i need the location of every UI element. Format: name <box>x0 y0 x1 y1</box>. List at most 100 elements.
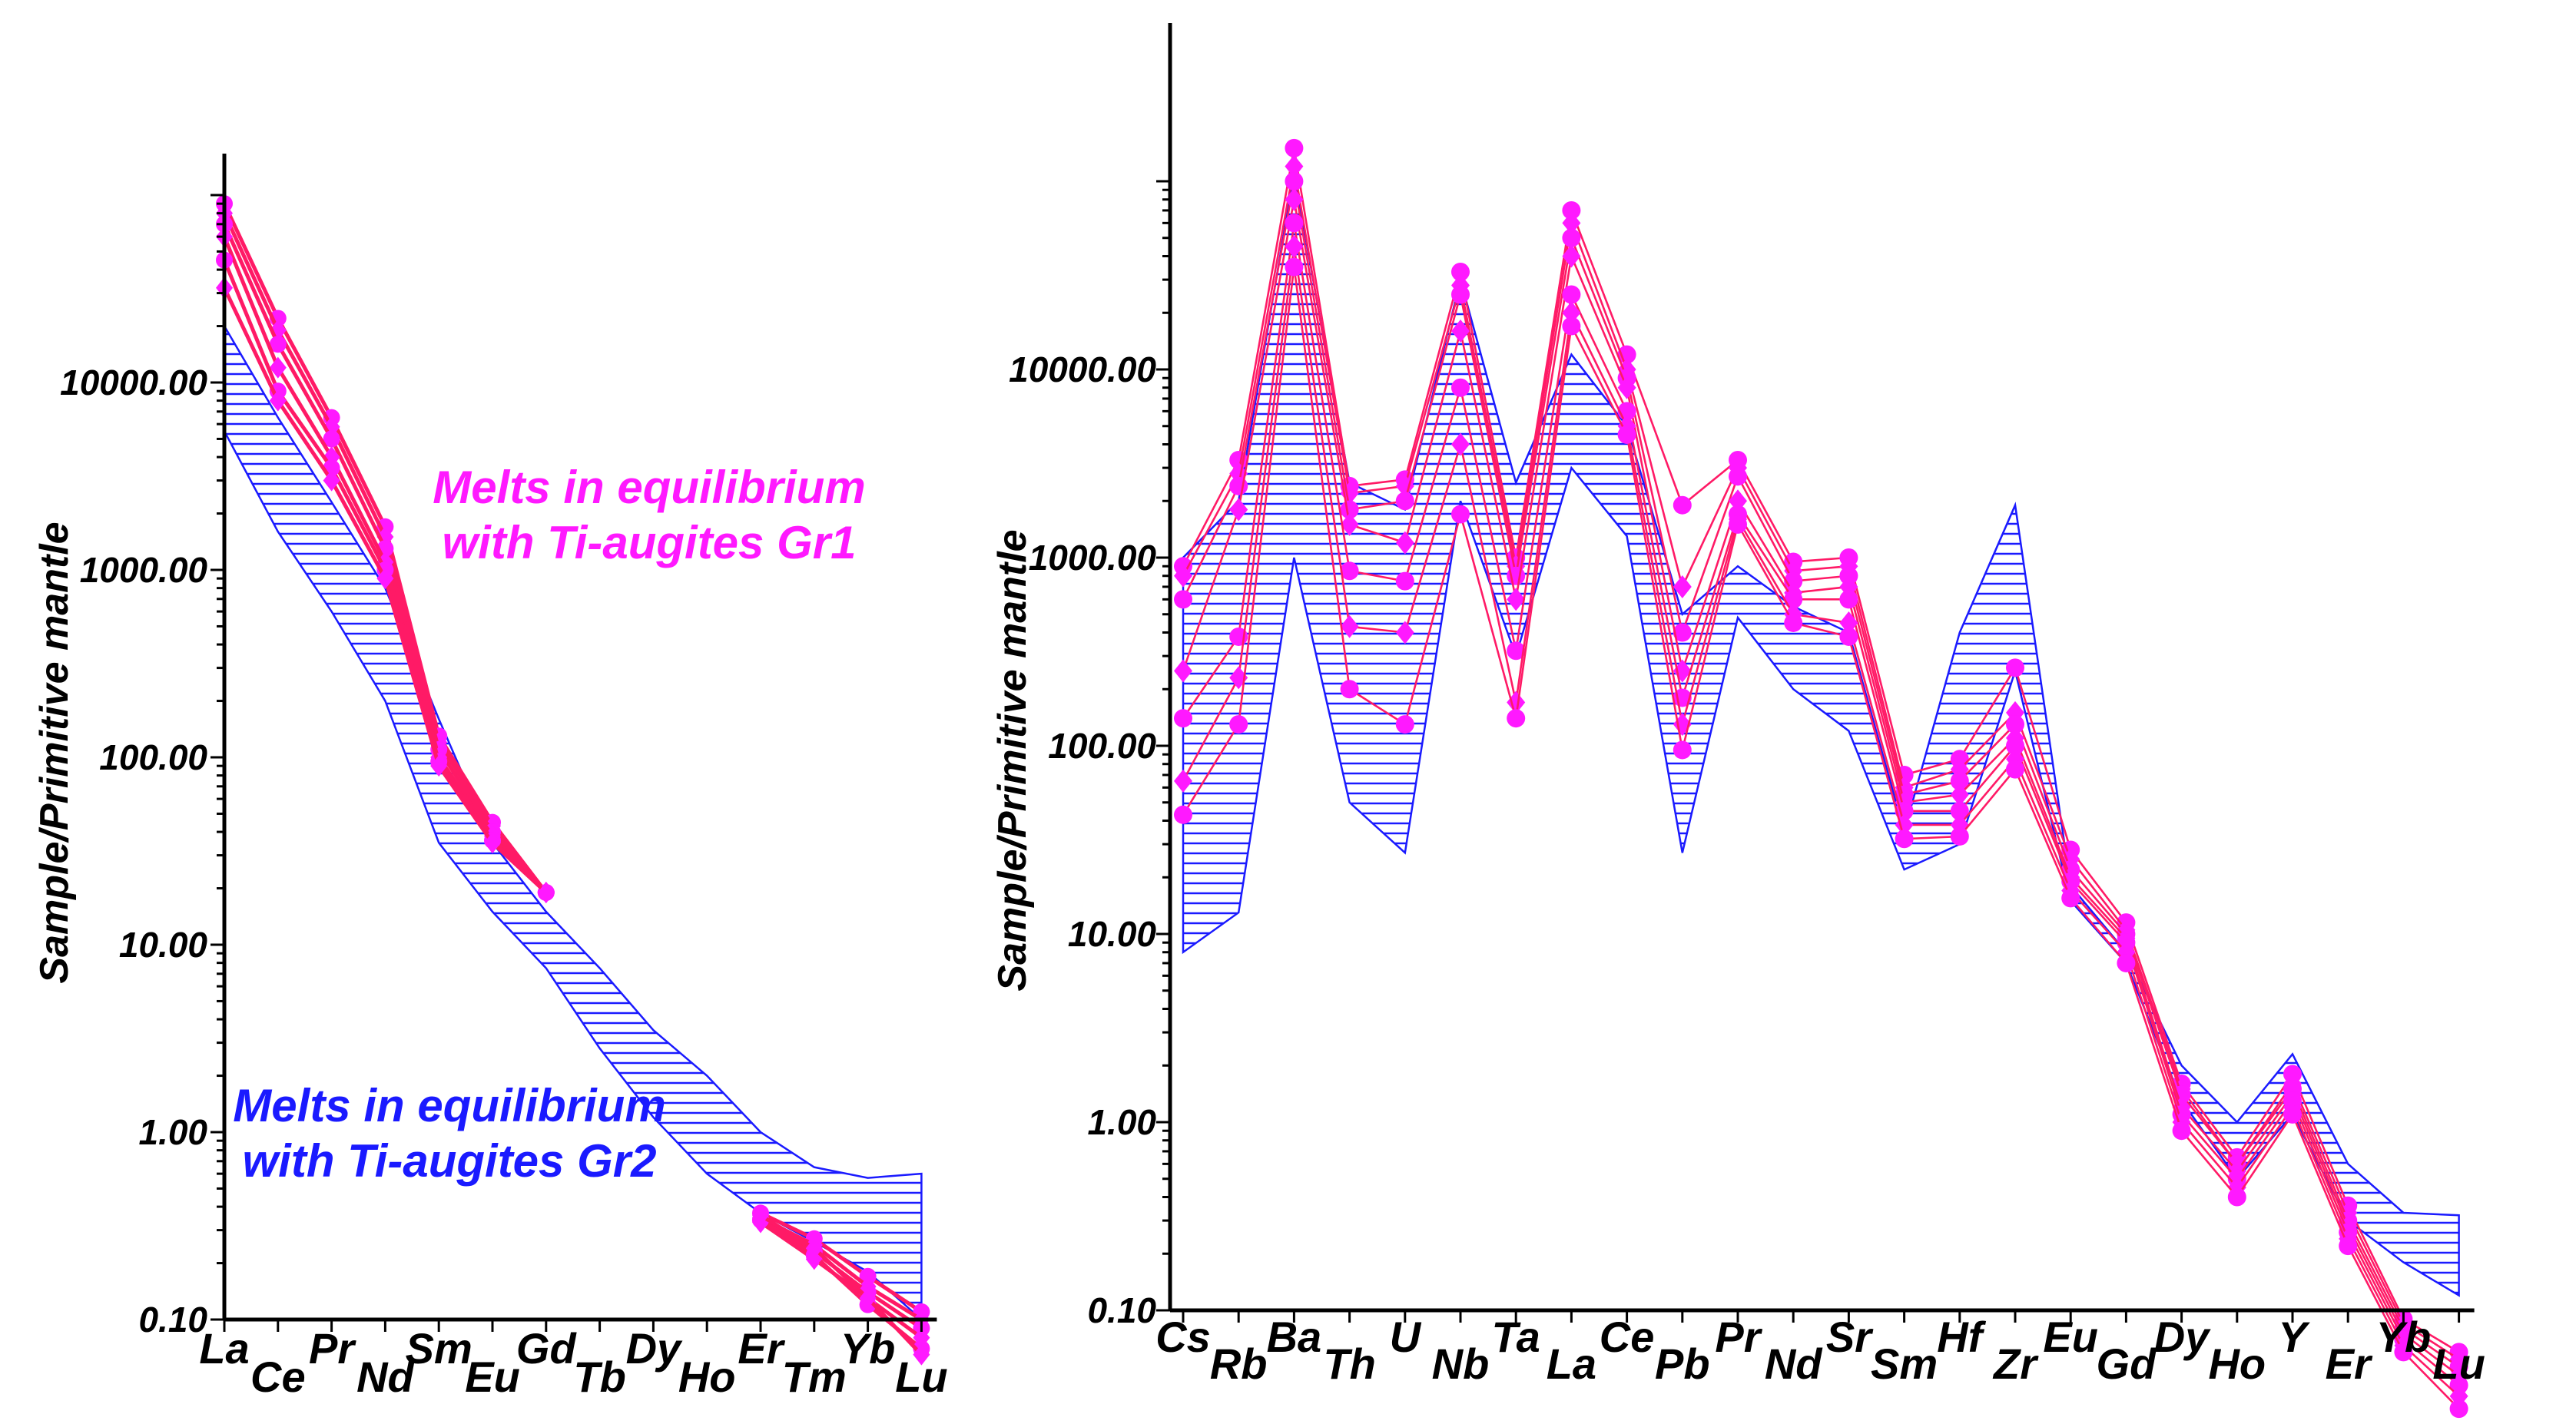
right-x-tick-label-U: U <box>1390 1313 1422 1361</box>
left-x-tick-label-Pr: Pr <box>309 1324 356 1373</box>
right-series <box>1174 138 2468 1419</box>
left-y-tick-label: 10.00 <box>119 925 208 965</box>
right-point <box>1451 505 1470 524</box>
right-point <box>1395 715 1414 734</box>
left-x-tick-label-Ce: Ce <box>250 1353 306 1401</box>
right-x-tick-label-Lu: Lu <box>2432 1340 2485 1388</box>
right-x-tick-label-Cs: Cs <box>1155 1313 1211 1361</box>
right-series-line <box>1182 147 2460 1353</box>
right-point <box>1340 680 1359 699</box>
gr2-annotation-line1: Melts in equilibrium <box>233 1080 665 1131</box>
right-series-line <box>1182 198 2460 1376</box>
right-x-tick-label-La: La <box>1547 1340 1596 1388</box>
right-y-tick-label: 0.10 <box>1087 1290 1156 1330</box>
right-point <box>1229 476 1248 495</box>
left-x-tick-label-Sm: Sm <box>406 1324 472 1373</box>
left-axes: 10000.00 1000.00 100.00 10.00 1.00 0.10LaCePr… <box>60 154 948 1401</box>
right-point <box>1395 531 1414 555</box>
right-x-tick-label-Hf: Hf <box>1937 1313 1986 1361</box>
right-point <box>1174 769 1192 793</box>
right-x-tick-label-Eu: Eu <box>2043 1313 2098 1361</box>
right-series-line <box>1182 222 2460 1386</box>
right-point <box>2449 1399 2468 1419</box>
right-point <box>1174 659 1192 683</box>
right-point <box>1285 172 1304 190</box>
right-point <box>2006 737 2024 755</box>
right-field <box>1182 173 2460 1297</box>
right-x-tick-label-Er: Er <box>2326 1340 2373 1388</box>
left-x-tick-label-Eu: Eu <box>465 1353 520 1401</box>
right-x-tick-label-Sr: Sr <box>1826 1313 1874 1361</box>
left-point <box>376 568 394 590</box>
right-point <box>1395 492 1414 511</box>
right-point <box>1784 590 1803 609</box>
left-x-tick-label-Lu: Lu <box>895 1353 947 1401</box>
right-y-tick-label: 10.00 <box>1068 914 1157 954</box>
right-point <box>1617 376 1636 399</box>
right-point <box>1507 709 1526 728</box>
left-point <box>323 430 340 448</box>
left-point <box>484 832 501 854</box>
left-x-tick-label-Nd: Nd <box>356 1353 415 1401</box>
right-series-line <box>1182 180 2460 1368</box>
right-point <box>1673 623 1692 642</box>
right-y-tick-label: 100.00 <box>1048 726 1156 766</box>
gr2-annotation-line2: with Ti-augites Gr2 <box>243 1135 657 1187</box>
right-point <box>1507 690 1526 714</box>
right-x-tick-label-Yb: Yb <box>2376 1313 2432 1361</box>
right-x-tick-label-Nd: Nd <box>1765 1340 1823 1388</box>
right-x-tick-label-Zr: Zr <box>1992 1340 2039 1388</box>
left-x-tick-label-Tm: Tm <box>782 1353 847 1401</box>
right-point <box>1174 590 1192 609</box>
right-x-tick-label-Dy: Dy <box>2154 1313 2211 1361</box>
right-y-axis-label: Sample/Primitive mantle <box>990 529 1035 991</box>
right-point <box>1784 613 1803 632</box>
right-point <box>1562 211 1581 235</box>
right-point <box>1562 244 1581 268</box>
right-axes: 10000.00 1000.00 100.00 10.00 1.00 0.10CsRbBa… <box>1009 23 2485 1388</box>
right-point <box>1729 515 1747 534</box>
left-point <box>430 755 448 777</box>
left-y-tick-label: 1000.00 <box>80 550 208 590</box>
left-x-tick-label-Tb: Tb <box>573 1353 625 1401</box>
right-point <box>1507 641 1526 661</box>
right-point <box>2283 1104 2302 1124</box>
right-point <box>1340 512 1359 536</box>
right-point <box>1451 262 1470 281</box>
right-x-tick-label-Ba: Ba <box>1267 1313 1322 1361</box>
left-point <box>859 1287 877 1310</box>
right-point <box>1950 771 1969 790</box>
right-point <box>1451 432 1470 456</box>
right-point <box>1285 214 1304 233</box>
right-series-line <box>1182 245 2460 1397</box>
left-y-tick-label: 10000.00 <box>60 363 207 402</box>
right-point <box>1839 590 1858 609</box>
right-point <box>1617 425 1636 444</box>
gr1-annotation-line2: with Ti-augites Gr1 <box>443 517 857 568</box>
right-point <box>1285 138 1304 157</box>
right-point <box>1285 154 1304 178</box>
right-y-tick-label: 1000.00 <box>1029 538 1157 578</box>
right-x-tick-label-Y: Y <box>2278 1313 2310 1361</box>
right-point <box>2394 1343 2413 1362</box>
right-point <box>1673 495 1692 515</box>
right-point <box>2061 889 2080 908</box>
right-y-tick-label: 10000.00 <box>1009 349 1156 389</box>
left-x-tick-label-La: La <box>199 1324 249 1373</box>
right-x-tick-label-Ce: Ce <box>1600 1313 1655 1361</box>
right-point <box>1340 614 1359 638</box>
right-point <box>1950 801 1969 820</box>
left-y-axis-label: Sample/Primitive mantle <box>32 522 77 983</box>
right-point <box>1229 715 1248 734</box>
left-x-tick-label-Ho: Ho <box>678 1353 736 1401</box>
right-point <box>1562 285 1581 304</box>
right-point <box>2117 953 2136 972</box>
right-point <box>1729 467 1747 486</box>
right-point <box>1395 571 1414 591</box>
right-series-line <box>1182 266 2460 1410</box>
left-x-tick-label-Yb: Yb <box>840 1324 896 1373</box>
right-chart: 10000.00 1000.00 100.00 10.00 1.00 0.10CsRbBa… <box>990 23 2485 1419</box>
right-x-tick-label-Ho: Ho <box>2208 1340 2266 1388</box>
right-point <box>1562 200 1581 220</box>
